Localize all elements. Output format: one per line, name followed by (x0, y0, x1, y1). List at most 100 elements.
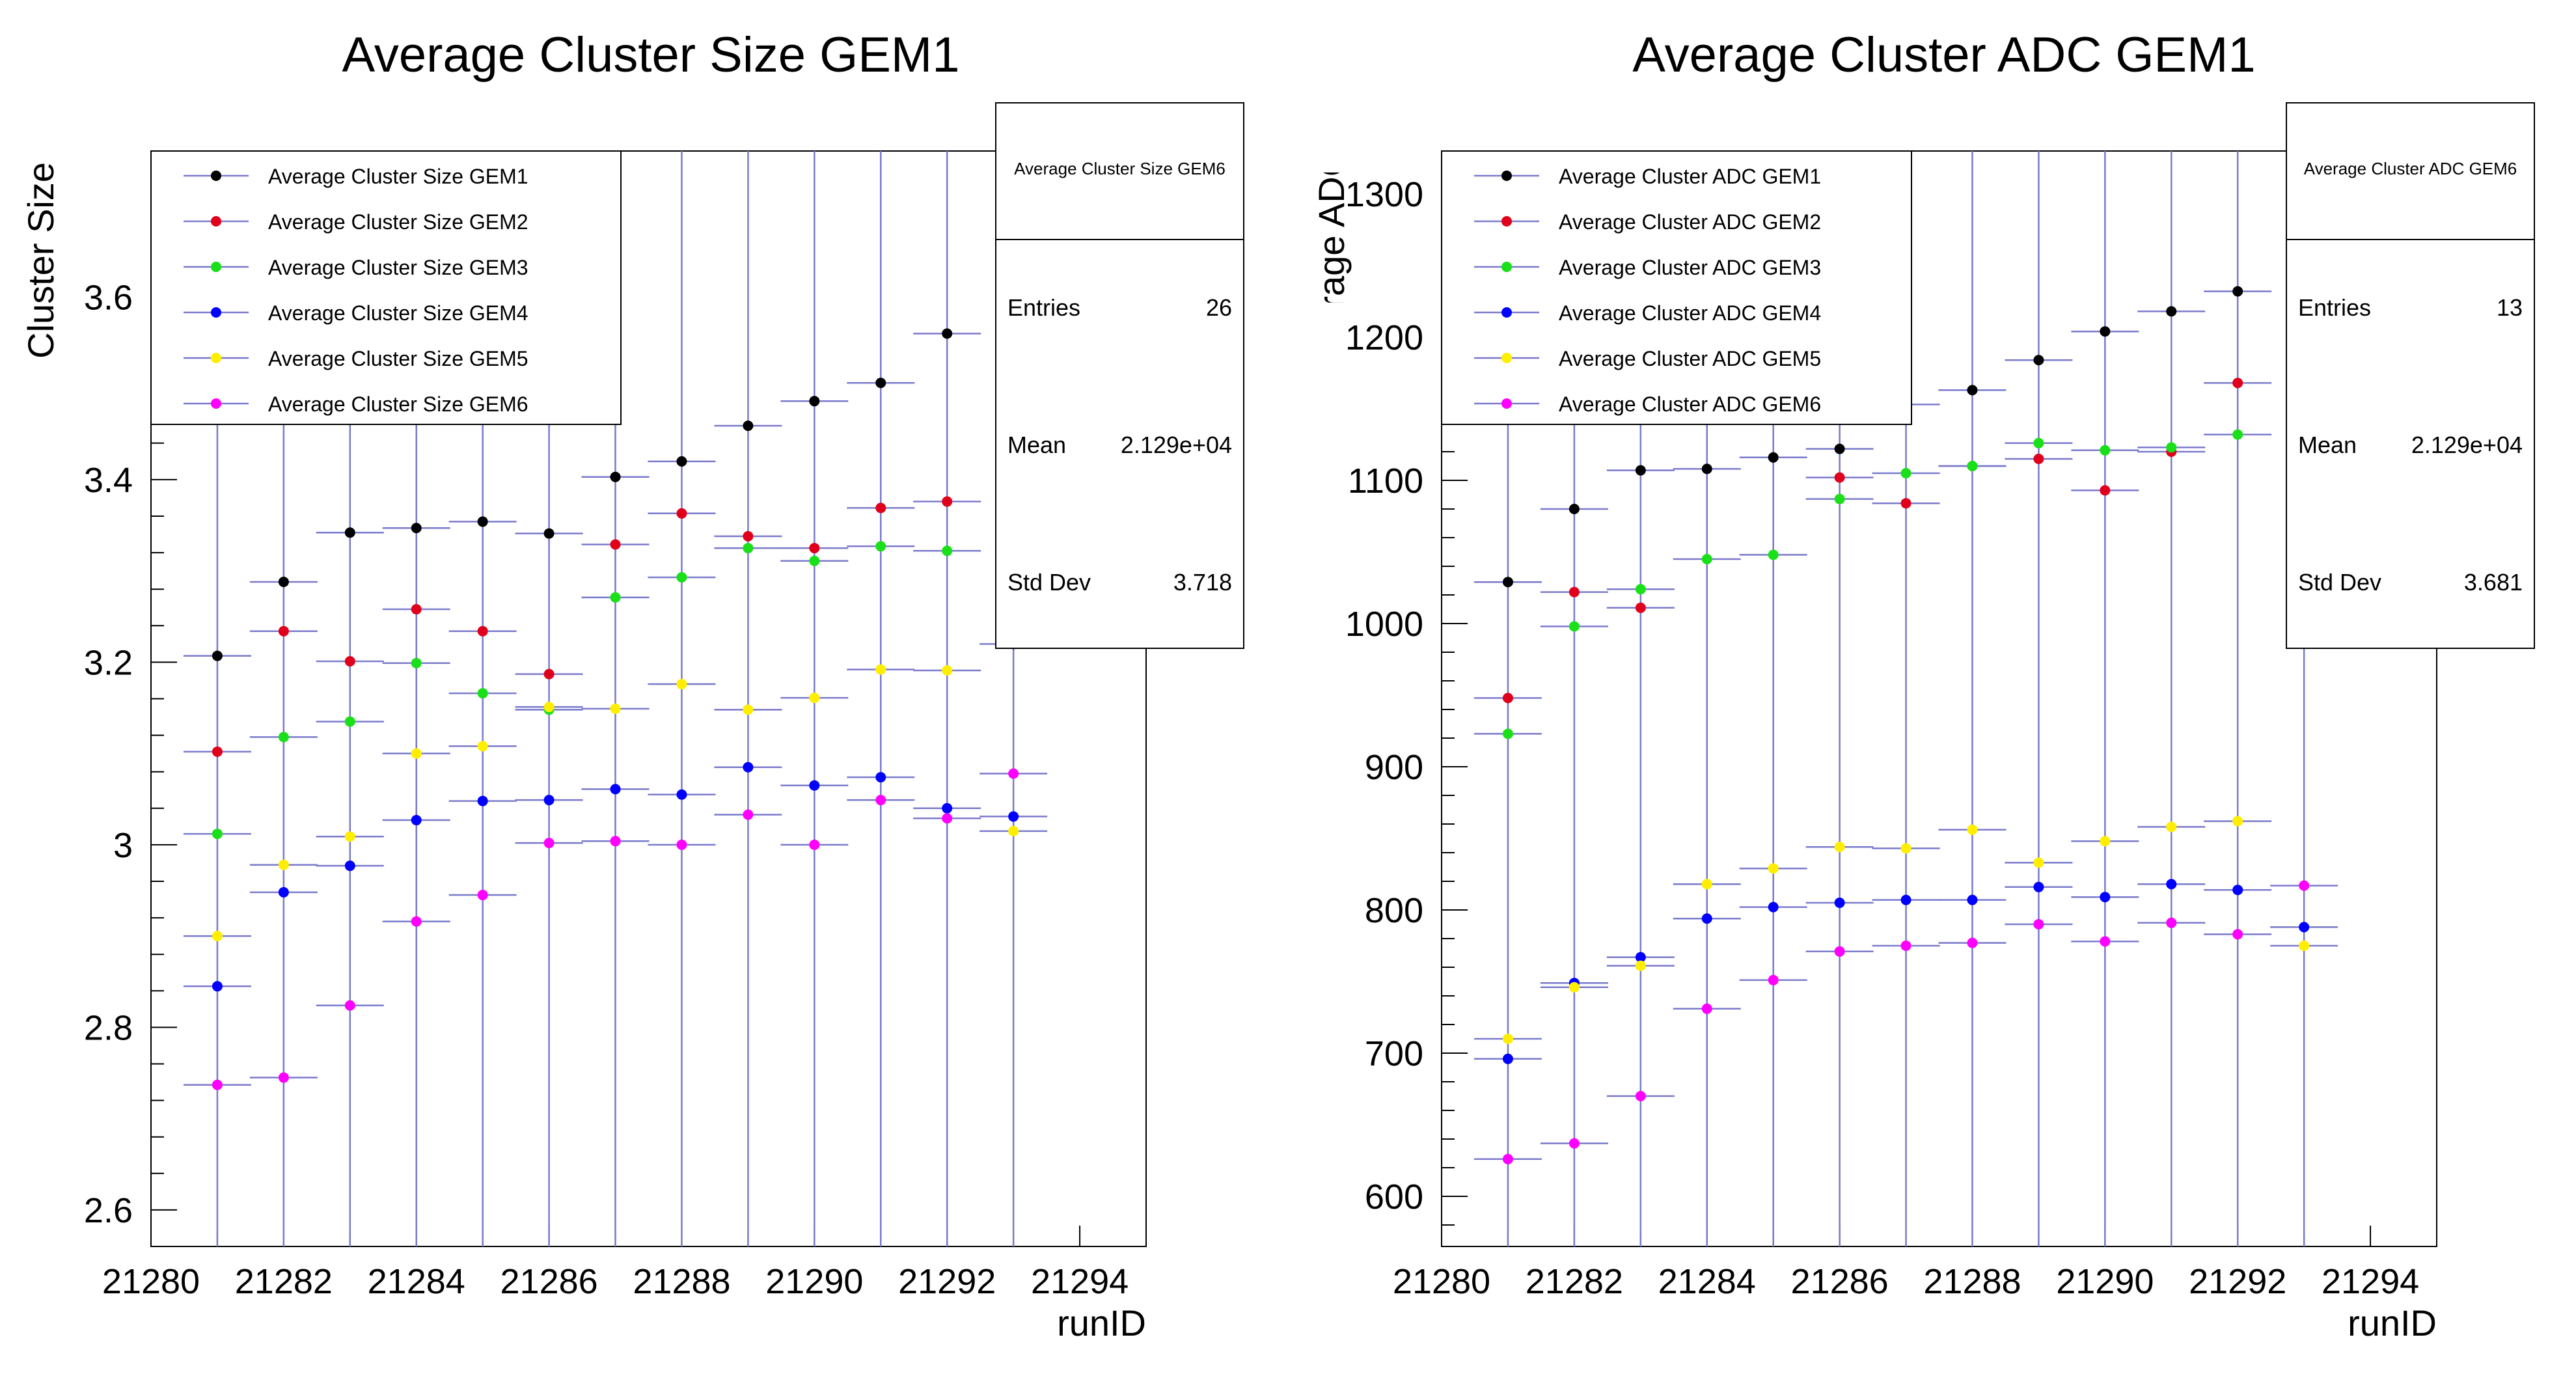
adc-data-point (2232, 286, 2243, 297)
size-data-point (411, 604, 422, 615)
size-stats-name: Average Cluster Size GEM6 (1014, 159, 1226, 178)
size-y-tick-label: 3.4 (84, 461, 133, 500)
adc-data-point (1967, 461, 1978, 471)
adc-data-point (1635, 602, 1646, 613)
adc-y-tick-label: 700 (1365, 1034, 1423, 1073)
size-data-point (676, 571, 687, 583)
size-data-point (875, 664, 886, 675)
size-data-point (477, 516, 488, 527)
adc-series-gem3 (1473, 429, 2272, 739)
size-data-point (610, 592, 621, 603)
size-y-tick-label: 3.2 (84, 643, 133, 682)
size-data-point (344, 527, 355, 538)
adc-data-point (1768, 974, 1779, 985)
size-stats-label: Std Dev (1007, 569, 1091, 596)
adc-stats-label: Mean (2298, 432, 2357, 458)
size-data-point (477, 741, 488, 752)
adc-data-point (1502, 1153, 1513, 1164)
size-x-tick-label: 21280 (102, 1262, 200, 1301)
size-data-point (543, 838, 555, 849)
adc-data-point (1502, 1034, 1513, 1044)
size-x-tick-label: 21290 (765, 1262, 863, 1301)
size-data-point (1008, 825, 1019, 836)
size-data-point (344, 1000, 355, 1011)
adc-series-gem6 (1473, 880, 2338, 1164)
size-legend-marker (211, 216, 221, 227)
size-data-point (610, 784, 621, 795)
adc-data-point (2100, 445, 2111, 456)
size-series-gem4 (183, 762, 1048, 992)
size-legend-label: Average Cluster Size GEM6 (268, 392, 528, 416)
adc-y-axis-title: Average ADC (1311, 150, 1352, 370)
size-x-tick-label: 21286 (500, 1262, 598, 1301)
adc-legend-marker (1501, 216, 1512, 227)
size-data-point (477, 795, 488, 806)
size-data-point (212, 981, 223, 992)
size-data-point (278, 887, 289, 898)
adc-data-point (2299, 880, 2310, 891)
adc-legend-marker (1501, 307, 1512, 318)
adc-stats-value: 13 (2497, 294, 2523, 321)
size-data-point (477, 626, 488, 637)
size-y-axis-title: Cluster Size (20, 162, 61, 359)
size-stats-box: Average Cluster Size GEM6 Entries 26 Mean 2.… (995, 102, 1244, 649)
size-data-point (344, 860, 355, 872)
adc-data-point (1834, 443, 1845, 454)
size-data-point (278, 626, 289, 637)
adc-data-point (1635, 465, 1646, 476)
size-data-point (1008, 811, 1019, 822)
adc-data-point (2033, 919, 2044, 929)
adc-y-tick-label: 800 (1365, 891, 1423, 930)
size-data-point (743, 530, 754, 542)
size-data-point (809, 693, 820, 704)
adc-data-point (1900, 941, 1911, 951)
size-data-point (942, 496, 953, 507)
size-legend-label: Average Cluster Size GEM5 (268, 347, 528, 370)
size-x-tick-label: 21288 (633, 1262, 730, 1301)
size-data-point (411, 815, 422, 826)
adc-data-point (2166, 879, 2177, 890)
adc-data-point (2166, 442, 2177, 453)
adc-data-point (1502, 1053, 1513, 1064)
size-series-gem5 (183, 664, 1048, 942)
adc-data-point (1569, 621, 1580, 632)
adc-legend-label: Average Cluster ADC GEM3 (1559, 256, 1821, 279)
adc-x-tick-label: 21290 (2056, 1262, 2154, 1301)
adc-data-point (1834, 898, 1845, 908)
size-data-point (543, 795, 555, 806)
adc-data-point (1967, 824, 1978, 835)
adc-data-point (2033, 355, 2044, 366)
adc-data-point (1635, 584, 1646, 595)
adc-data-point (1635, 960, 1646, 971)
adc-data-point (1900, 894, 1911, 905)
adc-y-tick-label: 1000 (1345, 605, 1423, 644)
adc-legend-marker (1501, 171, 1512, 181)
size-y-tick-label: 2.8 (84, 1008, 133, 1047)
adc-data-point (1900, 498, 1911, 509)
adc-stats-value: 2.129e+04 (2411, 432, 2523, 458)
size-stats-value: 26 (1206, 294, 1232, 321)
adc-plot-frame (1441, 150, 2437, 1247)
size-x-tick-label: 21294 (1031, 1262, 1129, 1301)
adc-data-point (1768, 901, 1779, 913)
size-data-point (743, 762, 754, 773)
size-x-tick-label: 21292 (898, 1262, 996, 1301)
size-y-tick-label: 3 (113, 826, 133, 865)
adc-data-point (2232, 378, 2243, 389)
size-chart: Average Cluster Size GEM1 21280 21282 21284… (20, 27, 1244, 1343)
adc-stats-name: Average Cluster ADC GEM6 (2304, 159, 2517, 178)
size-data-point (610, 703, 621, 714)
adc-stats-box: Average Cluster ADC GEM6 Entries 13 Mean 2.1… (2286, 102, 2535, 649)
size-stats-label: Entries (1007, 294, 1080, 321)
adc-chart: Average Cluster ADC GEM1 21280 21282 21284 2… (1311, 27, 2535, 1343)
adc-data-point (1502, 728, 1513, 739)
size-series-gem2 (183, 496, 981, 757)
size-data-point (1008, 768, 1019, 779)
size-data-point (543, 702, 555, 713)
size-legend-label: Average Cluster Size GEM4 (268, 301, 528, 325)
adc-data-point (1701, 1003, 1712, 1014)
size-data-point (875, 541, 886, 552)
size-data-point (411, 916, 422, 927)
adc-stats-label: Entries (2298, 294, 2371, 321)
adc-stats-label: Std Dev (2298, 569, 2381, 596)
